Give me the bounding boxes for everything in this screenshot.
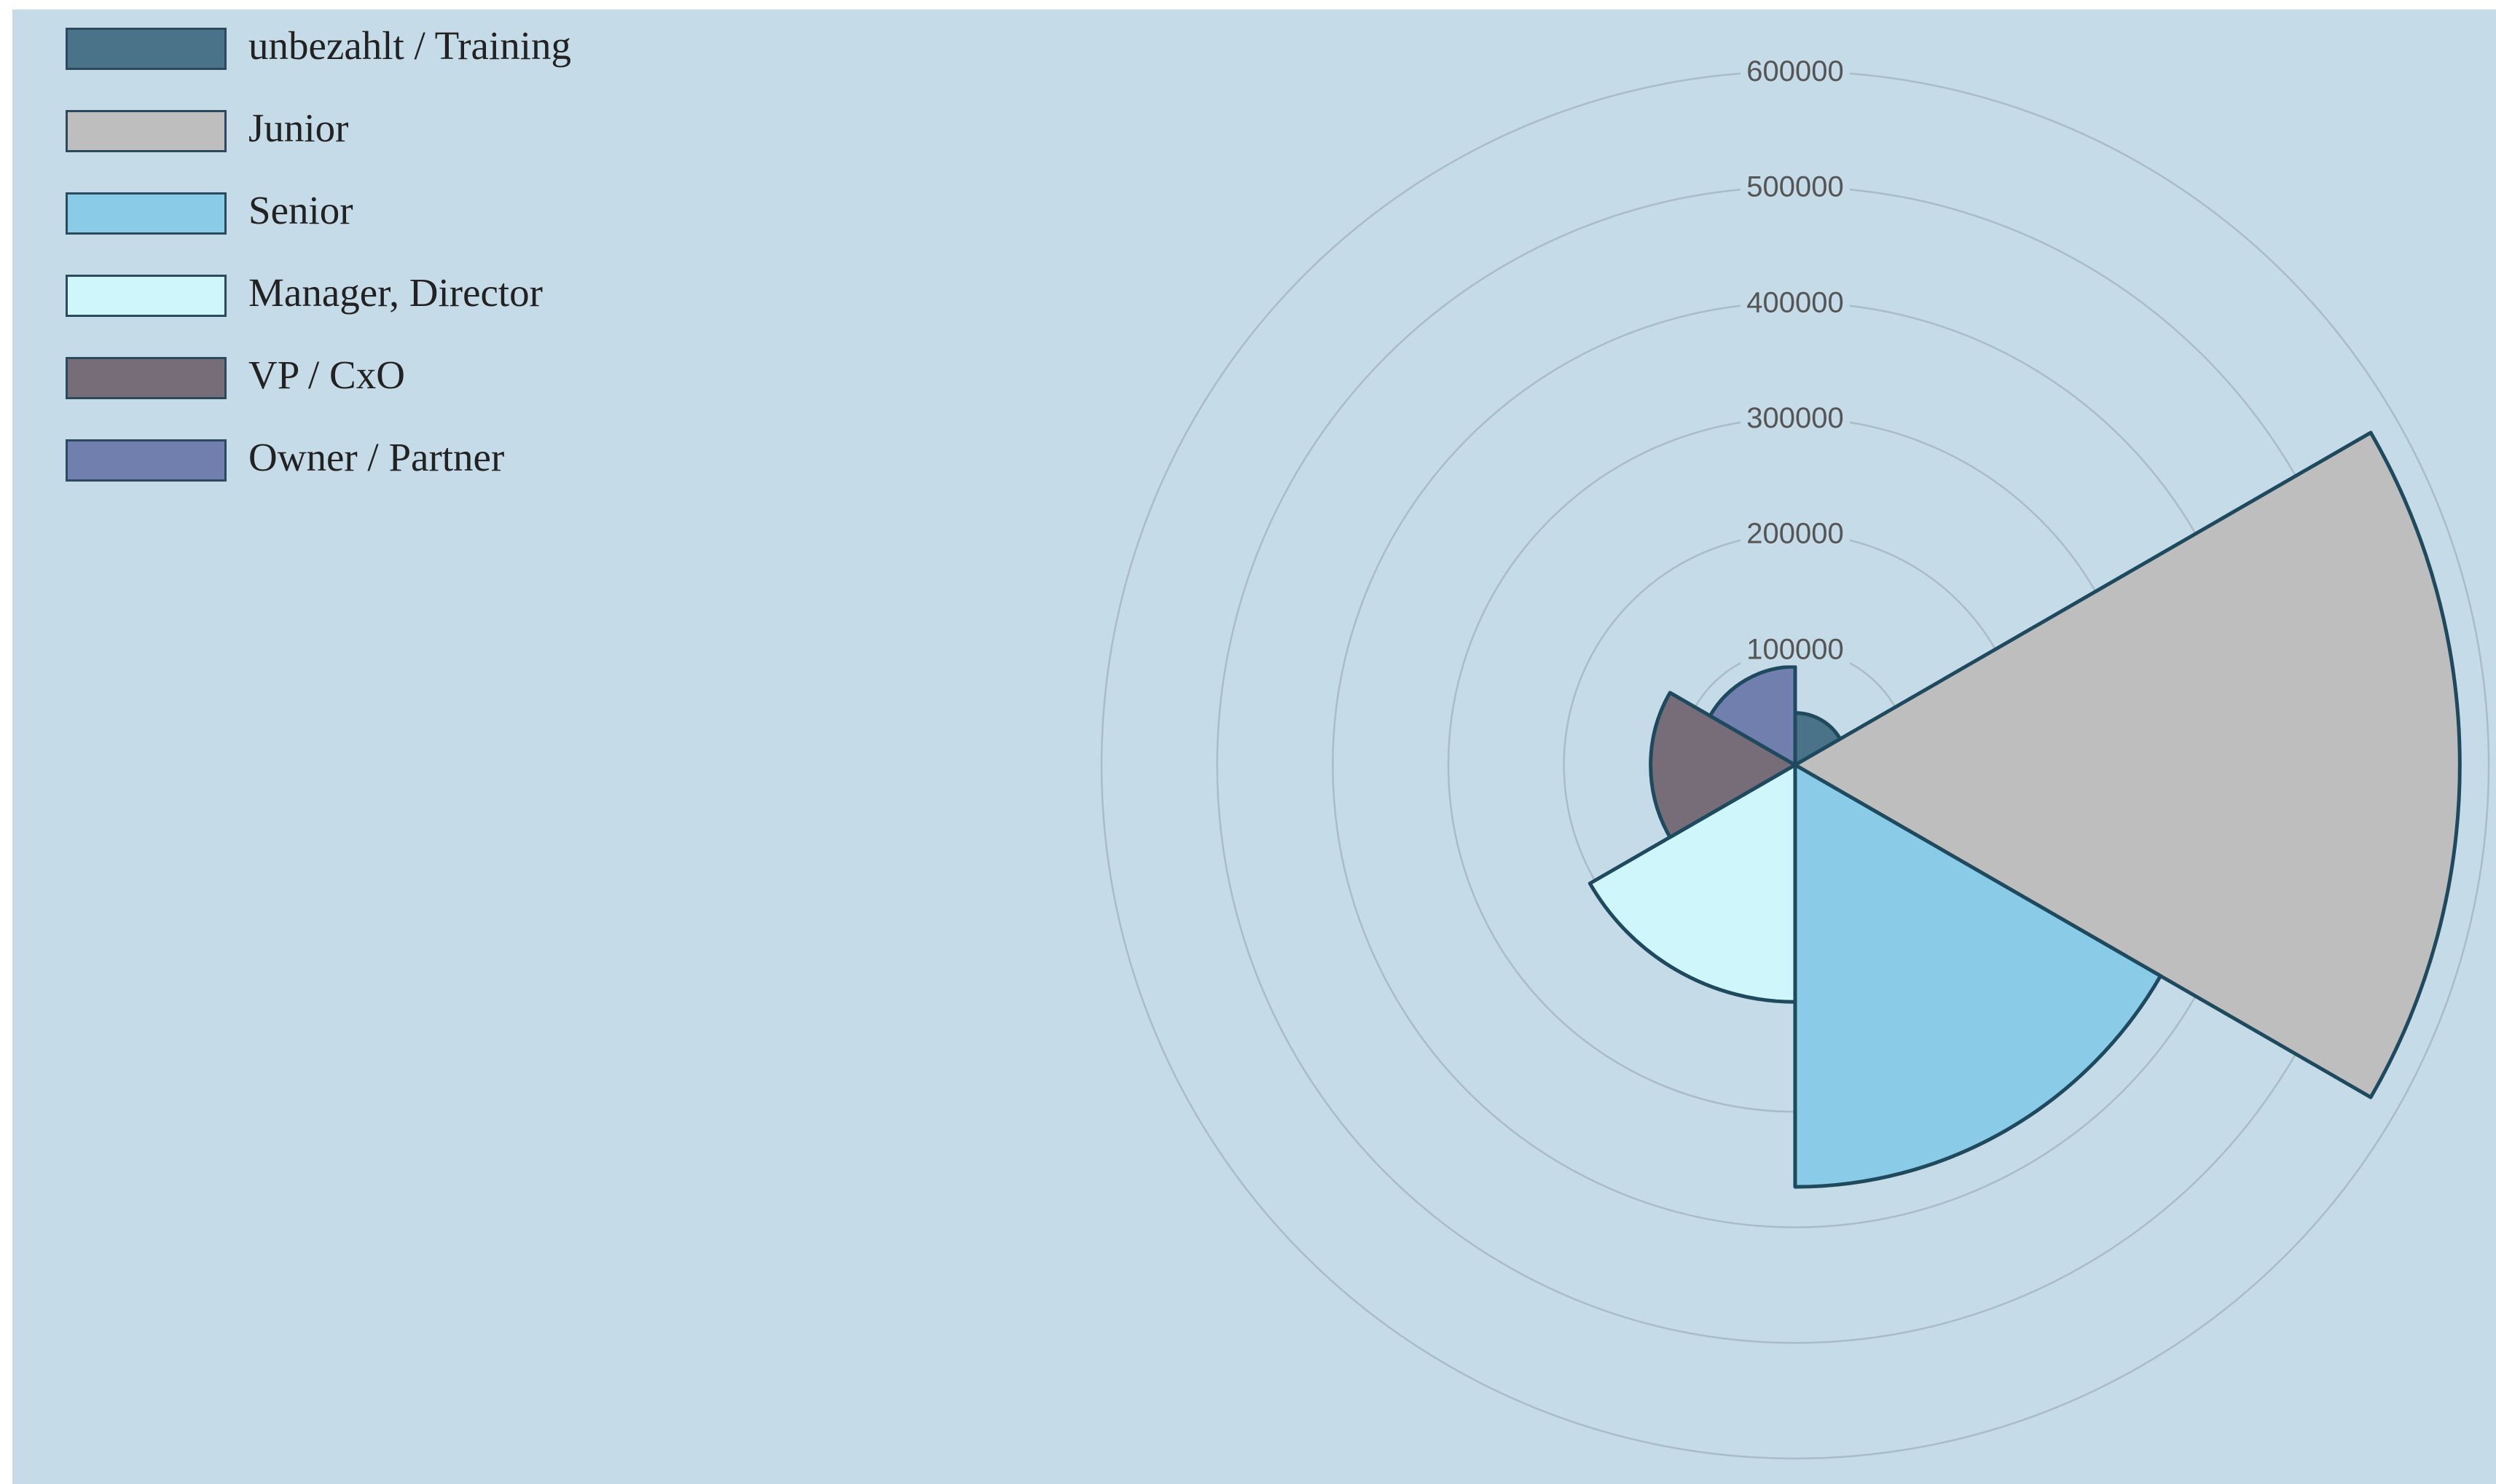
tick-label: 200000 bbox=[1746, 518, 1843, 550]
radial-tick-labels: 100000 200000 300000 400000 500000 600000 bbox=[1740, 55, 1850, 666]
slice-junior[interactable] bbox=[1793, 431, 2462, 1099]
tick-label-backdrop bbox=[1740, 517, 1850, 550]
legend-swatch bbox=[66, 439, 227, 482]
legend-label: VP / CxO bbox=[248, 353, 405, 397]
legend-label: unbezahlt / Training bbox=[248, 23, 572, 68]
legend-swatch bbox=[66, 357, 227, 399]
tick-label: 100000 bbox=[1746, 633, 1843, 665]
tick-label-backdrop bbox=[1740, 55, 1850, 87]
tick-label: 300000 bbox=[1746, 402, 1843, 434]
tick-label: 400000 bbox=[1746, 286, 1843, 318]
chart-slices bbox=[1588, 431, 2462, 1189]
legend-label: Manager, Director bbox=[248, 270, 543, 315]
tick-label-backdrop bbox=[1740, 286, 1850, 319]
slice-unbezahlt-training[interactable] bbox=[1793, 711, 1842, 767]
tick-label: 500000 bbox=[1746, 171, 1843, 203]
slice-owner-partner[interactable] bbox=[1708, 664, 1797, 767]
tick-label: 600000 bbox=[1746, 55, 1843, 87]
legend-label: Senior bbox=[248, 188, 353, 232]
tick-label-backdrop bbox=[1740, 402, 1850, 434]
legend-swatch bbox=[66, 28, 227, 70]
legend-swatch bbox=[66, 110, 227, 152]
legend-label: Owner / Partner bbox=[248, 435, 505, 479]
legend-label: Junior bbox=[248, 106, 349, 150]
slice-vp-cxo[interactable] bbox=[1649, 691, 1797, 839]
legend-swatch bbox=[66, 192, 227, 235]
tick-label-backdrop bbox=[1740, 170, 1850, 203]
slice-senior[interactable] bbox=[1793, 763, 2163, 1189]
tick-label-backdrop bbox=[1740, 633, 1850, 666]
slice-manager-director[interactable] bbox=[1588, 763, 1797, 1004]
legend-swatch bbox=[66, 275, 227, 317]
